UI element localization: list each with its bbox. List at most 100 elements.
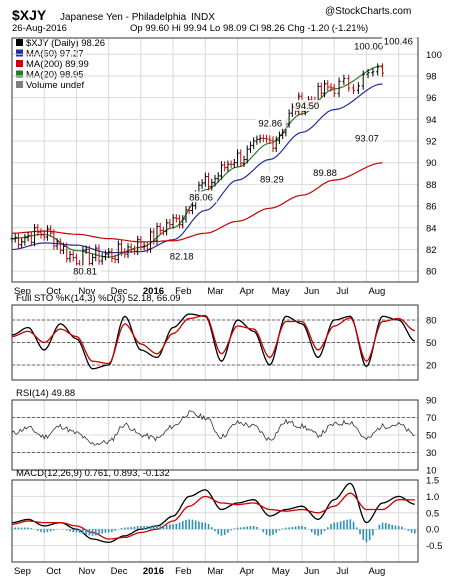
ohlc-bar (255, 135, 259, 145)
macd-hist-bar (107, 529, 110, 533)
ma-line (11, 65, 383, 258)
ohlc-bar (62, 242, 66, 255)
macd-hist-bar (11, 527, 13, 530)
macd-hist-bar (85, 529, 87, 535)
macd-ytick-label: -0.5 (426, 541, 442, 552)
symbol-title: $XJY (12, 7, 47, 23)
ohlc-bar (116, 240, 120, 264)
ohlc-bar (42, 231, 46, 241)
ohlc-bar (152, 228, 156, 245)
macd-hist-bar (78, 529, 81, 533)
rsi-series-line (11, 410, 415, 446)
ohlc-bar (366, 68, 370, 79)
price-month-label: Dec (111, 286, 128, 297)
legend-entry: $XJY (Daily) 98.26 (26, 38, 105, 49)
ohlc-bar (168, 219, 172, 229)
ohlc-bar (332, 83, 336, 98)
macd-ytick-label: 1.5 (426, 476, 439, 487)
ohlc-bar (290, 103, 294, 117)
macd-hist-bar (27, 527, 29, 530)
macd-hist-bar (46, 529, 49, 533)
macd-hist-bar (111, 529, 113, 532)
ohlc-bar (361, 70, 365, 90)
ohlc-bar (200, 179, 204, 190)
macd-hist-bar (230, 529, 232, 531)
price-ytick-label: 96 (426, 93, 437, 104)
macd-hist-bar (178, 522, 181, 530)
macd-hist-bar (249, 526, 252, 530)
ohlc-bar (165, 219, 169, 236)
annotation-bg (352, 40, 388, 52)
price-ytick-label: 100 (426, 50, 442, 61)
ohlc-bar (376, 63, 380, 76)
ohlc-bar (74, 253, 78, 268)
ohlc-bar (55, 238, 59, 250)
sto-ytick-label: 80 (426, 316, 437, 327)
ohlc-bar (239, 149, 243, 168)
macd-hist-bar (198, 521, 200, 530)
macd-hist-bar (336, 522, 339, 530)
ohlc-bar (352, 84, 356, 95)
macd-hist-bar (72, 529, 75, 533)
price-month-label: Oct (46, 286, 61, 297)
price-month-label: Jun (304, 286, 319, 297)
legend-entry: Volume undef (26, 80, 84, 91)
price-month-label: Nov (78, 286, 95, 297)
ohlc-bar (184, 206, 188, 223)
macd-hist-bar (162, 525, 165, 530)
macd-hist-bar (17, 527, 20, 530)
ohlc-bar (226, 160, 230, 172)
ohlc-bar (319, 82, 323, 98)
price-month-label: 2016 (143, 286, 164, 297)
macd-hist-bar (210, 527, 213, 530)
sto-ytick-label: 50 (426, 338, 437, 349)
macd-month-label: 2016 (143, 566, 164, 577)
macd-hist-bar (397, 525, 400, 530)
ohlc-bar (13, 233, 17, 243)
annotation-bg (258, 173, 288, 185)
ohlc-bar (155, 222, 159, 245)
macd-panel: -0.5 0.0 0.5 1.0 1.5 MACD(12,26,9) 0.761, 0.8… (11, 468, 442, 577)
ohlc-bar (181, 215, 185, 229)
macd-hist-bar (127, 527, 129, 530)
macd-hist-bar (181, 521, 184, 530)
ohlc-bar (271, 136, 275, 153)
rsi-ytick-label: 30 (426, 448, 437, 459)
ohlc-bar (94, 244, 98, 262)
price-month-label: Jul (336, 286, 348, 297)
macd-hist-bar (278, 529, 281, 531)
legend-swatch (16, 70, 23, 78)
macd-hist-bar (175, 523, 178, 530)
ohlc-bar (68, 250, 72, 263)
macd-hist-bar (194, 520, 197, 530)
ohlc-bar (39, 228, 43, 239)
ohlc-bar (132, 245, 136, 255)
annotation-bg (71, 265, 102, 277)
price-ytick-label: 86 (426, 202, 437, 213)
price-ytick-label: 98 (426, 71, 437, 82)
ohlc-bar (161, 226, 165, 236)
price-month-label: Sep (14, 286, 31, 297)
macd-hist-bar (214, 529, 216, 532)
sto-series-line (11, 313, 416, 370)
macd-month-label: Nov (78, 566, 95, 577)
ohlc-bar (36, 224, 40, 237)
ma-line (11, 83, 383, 254)
macd-hist-bar (201, 522, 203, 530)
macd-hist-bar (262, 529, 265, 533)
macd-hist-bar (65, 529, 68, 531)
legend-swatch (16, 60, 23, 67)
macd-hist-bar (410, 529, 413, 533)
price-border (11, 37, 419, 283)
price-ytick-label: 88 (426, 180, 437, 191)
ohlc-bar (178, 214, 182, 229)
ohlc-bar (281, 128, 285, 140)
macd-hist-bar (372, 529, 374, 536)
macd-hist-bar (172, 524, 174, 530)
macd-hist-bar (227, 529, 229, 533)
ohlc-bar (337, 77, 341, 98)
price-annotation: 89.88 (313, 168, 337, 179)
ohlc-bar (149, 228, 153, 253)
